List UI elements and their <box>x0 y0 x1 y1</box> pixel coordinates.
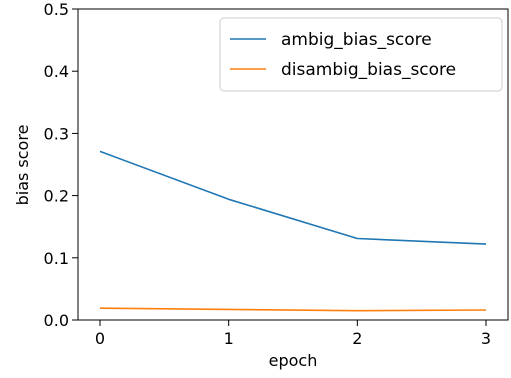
x-axis-label: epoch <box>269 351 318 370</box>
series-line-disambig-bias-score <box>99 307 487 312</box>
y-tick-label: 0.5 <box>44 0 69 19</box>
x-axis-ticks: 0 1 2 3 <box>95 320 491 348</box>
plot-frame <box>77 8 509 321</box>
y-tick-label: 0.4 <box>44 62 69 81</box>
legend-label-ambig: ambig_bias_score <box>281 30 432 50</box>
x-tick-label: 3 <box>481 329 491 348</box>
x-tick-label: 0 <box>95 329 105 348</box>
y-tick-label: 0.1 <box>44 249 69 268</box>
legend-box <box>219 17 503 92</box>
x-tick-label: 2 <box>352 329 362 348</box>
y-tick-label: 0.2 <box>44 187 69 206</box>
legend: ambig_bias_score disambig_bias_score <box>219 17 503 92</box>
legend-label-disambig: disambig_bias_score <box>281 60 456 80</box>
y-axis-label: bias score <box>13 125 32 206</box>
y-tick-label: 0.0 <box>44 311 69 330</box>
x-tick-label: 1 <box>224 329 234 348</box>
series-line-ambig-bias-score <box>99 150 487 245</box>
series-layer <box>99 150 487 312</box>
y-axis-ticks: 0.0 0.1 0.2 0.3 0.4 0.5 <box>44 0 78 330</box>
y-tick-label: 0.3 <box>44 124 69 143</box>
